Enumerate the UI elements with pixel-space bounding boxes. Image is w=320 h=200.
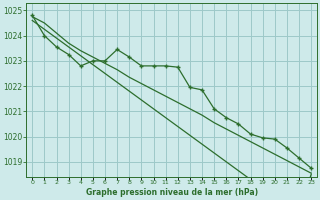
X-axis label: Graphe pression niveau de la mer (hPa): Graphe pression niveau de la mer (hPa) — [86, 188, 258, 197]
